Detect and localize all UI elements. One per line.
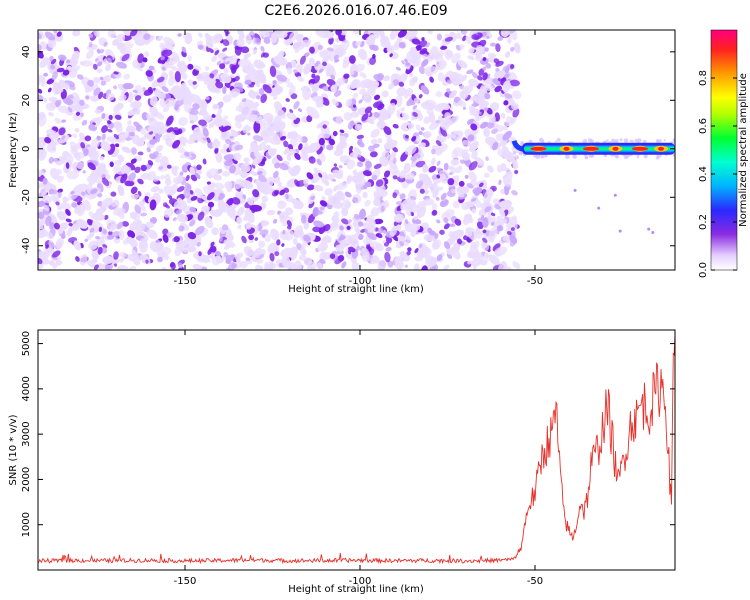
x-tick-label: -150 — [174, 276, 197, 287]
spectrogram-noise — [38, 30, 522, 270]
colorbar-tick-label: 0.0 — [698, 262, 709, 278]
y-tick-label: 5000 — [21, 331, 32, 356]
snr-panel: -150 -100 -50 1000 2000 3000 4000 5000 Height o… — [8, 329, 676, 595]
colorbar-tick-label: 0.8 — [698, 70, 709, 86]
figure-title: C2E6.2026.016.07.46.E09 — [264, 3, 447, 19]
colorbar-gradient — [710, 29, 738, 271]
y-tick-label: 20 — [21, 94, 32, 107]
snr-frame — [37, 329, 676, 571]
colorbar-tick-label: 0.6 — [698, 118, 709, 134]
colorbar-label: Normalized spectral amplitude — [738, 73, 749, 227]
colorbar: 0.0 0.2 0.4 0.6 0.8 Normalized spectral ampl… — [698, 29, 749, 278]
x-tick-label: -50 — [527, 576, 543, 587]
snr-xlabel: Height of straight line (km) — [288, 584, 424, 595]
y-tick-label: 40 — [21, 45, 32, 58]
spectrogram-xlabel: Height of straight line (km) — [288, 284, 424, 295]
spectrogram-frame — [37, 29, 676, 271]
spectrogram-signal — [511, 137, 675, 234]
spectrogram-ylabel: Frequency (Hz) — [8, 112, 19, 188]
y-tick-label: 0 — [21, 146, 32, 152]
snr-series-line — [38, 334, 675, 565]
x-tick-label: -100 — [349, 576, 372, 587]
y-tick-label: 4000 — [21, 376, 32, 401]
y-tick-label: -40 — [21, 238, 32, 254]
x-tick-label: -150 — [174, 576, 197, 587]
y-tick-label: 3000 — [21, 421, 32, 446]
x-tick-label: -50 — [527, 276, 543, 287]
y-tick-label: 2000 — [21, 467, 32, 492]
spectrogram-panel: -150 -100 -50 -40 -20 0 20 40 Height of straigh… — [8, 29, 676, 295]
colorbar-tick-label: 0.4 — [698, 166, 709, 182]
y-tick-label: -20 — [21, 189, 32, 205]
x-tick-label: -100 — [349, 276, 372, 287]
snr-ylabel: SNR (10 * v/v) — [8, 414, 19, 485]
y-tick-label: 1000 — [21, 512, 32, 537]
colorbar-tick-label: 0.2 — [698, 214, 709, 230]
